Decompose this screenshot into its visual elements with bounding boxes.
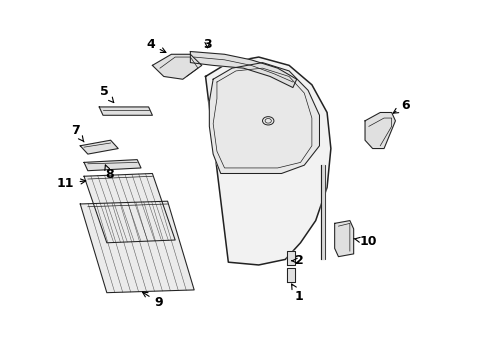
Polygon shape bbox=[321, 165, 325, 260]
Text: 8: 8 bbox=[105, 165, 114, 181]
Polygon shape bbox=[80, 201, 194, 293]
Polygon shape bbox=[84, 159, 141, 171]
Text: 4: 4 bbox=[146, 38, 166, 53]
Text: 5: 5 bbox=[100, 85, 114, 103]
Polygon shape bbox=[152, 54, 202, 79]
Polygon shape bbox=[287, 268, 295, 282]
Polygon shape bbox=[99, 107, 152, 115]
Text: 10: 10 bbox=[354, 235, 377, 248]
Polygon shape bbox=[190, 51, 297, 87]
Polygon shape bbox=[84, 174, 175, 243]
Polygon shape bbox=[287, 251, 295, 265]
Text: 9: 9 bbox=[143, 292, 163, 309]
Text: 2: 2 bbox=[292, 254, 303, 267]
Polygon shape bbox=[335, 221, 354, 257]
Polygon shape bbox=[80, 140, 118, 154]
Polygon shape bbox=[209, 63, 319, 174]
Text: 6: 6 bbox=[393, 99, 410, 113]
Text: 7: 7 bbox=[71, 124, 84, 142]
Text: 3: 3 bbox=[203, 38, 212, 51]
Text: 11: 11 bbox=[57, 177, 86, 190]
Polygon shape bbox=[206, 57, 331, 265]
Polygon shape bbox=[365, 112, 395, 149]
Text: 1: 1 bbox=[292, 284, 303, 303]
